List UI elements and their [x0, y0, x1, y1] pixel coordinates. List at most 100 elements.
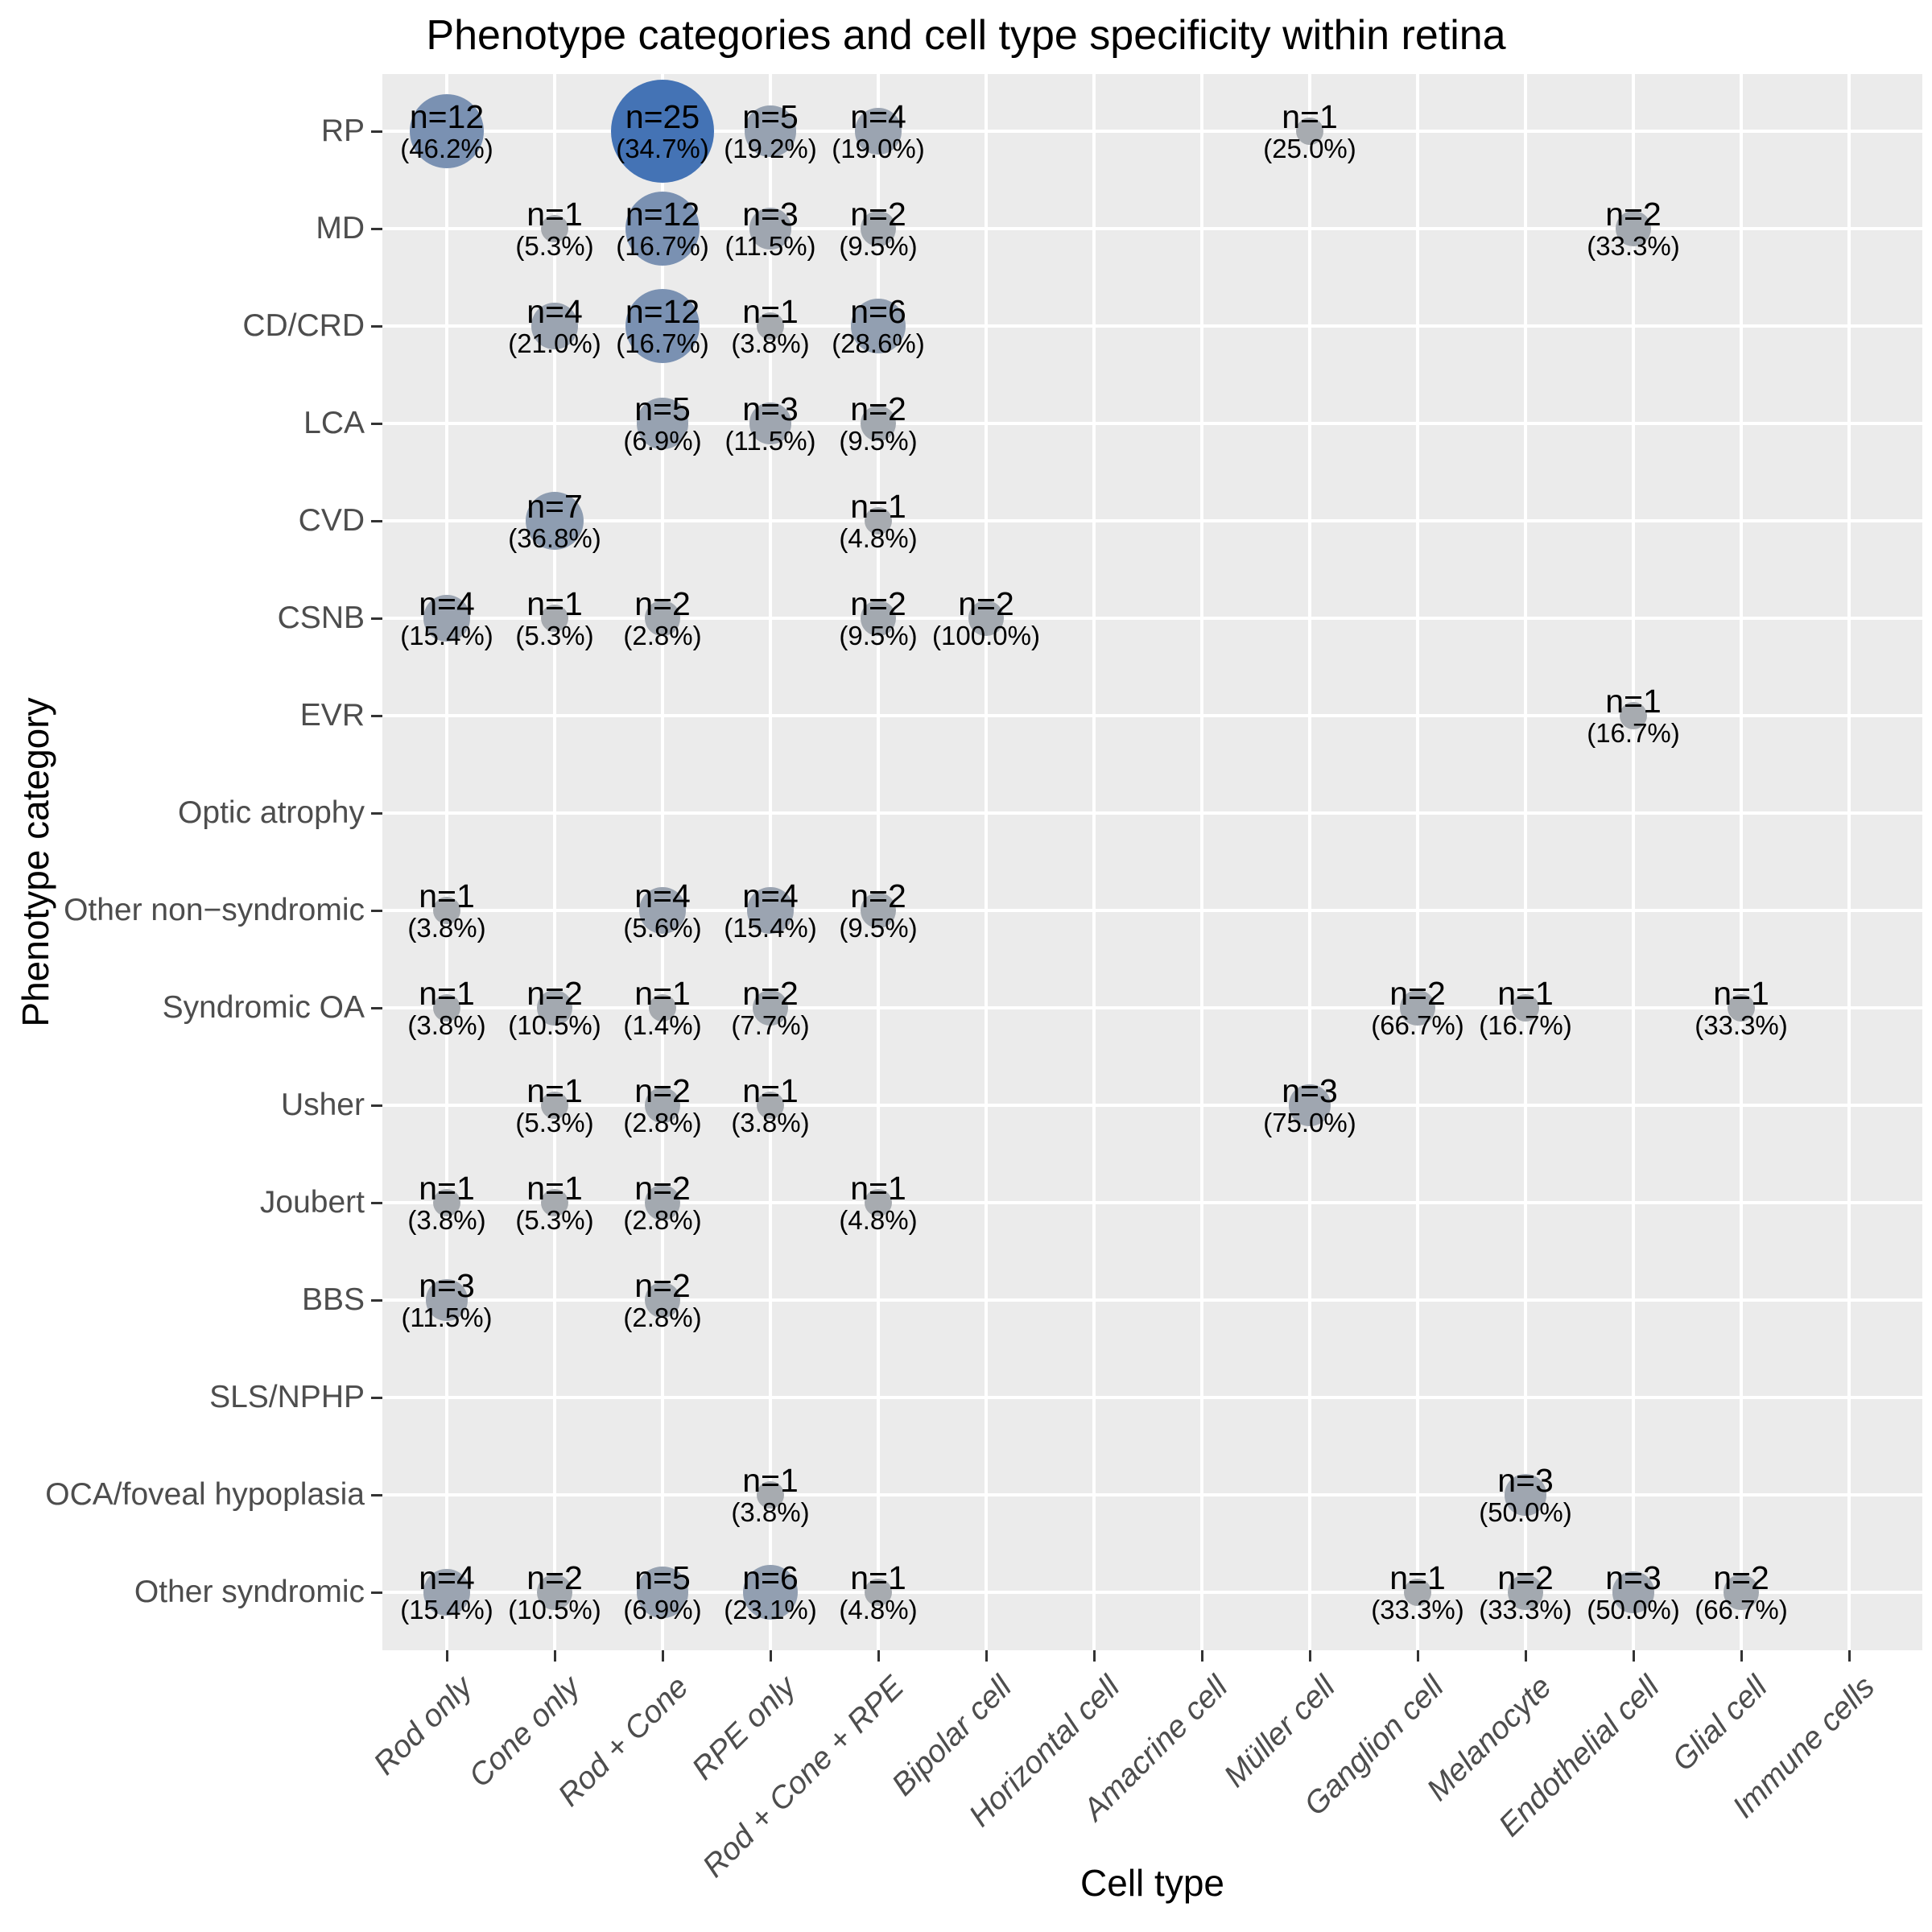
point-count-label: n=4	[526, 293, 583, 330]
data-point-label: n=7 (36.8%)	[508, 489, 601, 553]
point-percent-label: (4.8%)	[839, 523, 918, 553]
y-tick-label: SLS/NPHP	[209, 1380, 365, 1414]
point-count-label: n=5	[742, 98, 799, 135]
point-count-label: n=12	[625, 196, 700, 233]
point-count-label: n=2	[850, 585, 906, 622]
data-point-label: n=4 (19.0%)	[832, 99, 925, 163]
point-count-label: n=1	[742, 1462, 799, 1499]
x-tick-mark	[1200, 1650, 1203, 1662]
data-point-bubble	[742, 1564, 799, 1620]
y-tick-mark	[371, 617, 382, 620]
data-point-bubble	[1616, 211, 1651, 246]
gridline-horizontal	[382, 1396, 1922, 1399]
data-point-bubble	[1724, 1575, 1759, 1610]
data-point-bubble	[645, 601, 680, 636]
data-point-label: n=1 (3.8%)	[731, 1463, 809, 1527]
data-point-bubble	[639, 887, 686, 934]
gridline-horizontal	[382, 811, 1922, 815]
data-point-bubble	[861, 211, 896, 246]
y-tick-label: CD/CRD	[242, 308, 365, 343]
point-percent-label: (10.5%)	[508, 1010, 601, 1040]
gridline-vertical	[1632, 74, 1635, 1650]
x-tick-mark	[1524, 1650, 1527, 1662]
gridline-vertical	[985, 74, 988, 1650]
data-point-bubble	[410, 94, 484, 168]
gridline-horizontal	[382, 1298, 1922, 1302]
point-percent-label: (34.7%)	[616, 134, 709, 163]
data-point-label: n=3 (11.5%)	[724, 196, 815, 261]
data-point-label: n=1 (4.8%)	[839, 1560, 917, 1624]
data-point-bubble	[423, 595, 470, 642]
point-percent-label: (15.4%)	[724, 913, 817, 943]
x-tick-mark	[769, 1650, 772, 1662]
data-point-bubble	[611, 80, 714, 183]
y-tick-mark	[371, 519, 382, 522]
data-point-label: n=2 (33.3%)	[1479, 1560, 1572, 1624]
gridline-vertical	[1740, 74, 1743, 1650]
data-point-bubble	[625, 192, 700, 266]
data-point-bubble	[865, 1579, 892, 1606]
data-point-bubble	[537, 990, 572, 1026]
point-count-label: n=6	[850, 293, 906, 330]
data-point-bubble	[1400, 990, 1435, 1026]
y-tick-label: LCA	[303, 406, 365, 440]
data-point-label: n=3 (11.5%)	[724, 391, 815, 456]
data-point-bubble	[749, 208, 791, 250]
point-count-label: n=1	[526, 1072, 583, 1109]
data-point-bubble	[541, 605, 568, 632]
point-count-label: n=1	[634, 975, 691, 1012]
data-point-label: n=1 (3.8%)	[407, 878, 485, 943]
data-point-label: n=3 (50.0%)	[1587, 1560, 1680, 1624]
point-percent-label: (50.0%)	[1479, 1497, 1572, 1527]
point-percent-label: (100.0%)	[932, 621, 1040, 650]
data-point-bubble	[433, 1189, 460, 1216]
point-percent-label: (33.3%)	[1479, 1595, 1572, 1624]
data-point-bubble	[1508, 1575, 1543, 1610]
x-tick-mark	[661, 1650, 664, 1662]
point-count-label: n=2	[634, 1267, 691, 1304]
data-point-bubble	[749, 402, 791, 444]
point-percent-label: (11.5%)	[724, 231, 816, 261]
point-percent-label: (2.8%)	[623, 621, 702, 650]
data-point-bubble	[645, 1088, 680, 1123]
point-percent-label: (1.4%)	[623, 1010, 702, 1040]
point-count-label: n=3	[1605, 1559, 1662, 1596]
point-count-label: n=1	[850, 1170, 906, 1207]
y-tick-label: CSNB	[277, 601, 365, 635]
point-count-label: n=3	[1282, 1072, 1338, 1109]
point-count-label: n=1	[1713, 975, 1769, 1012]
y-tick-label: CVD	[298, 503, 365, 538]
point-count-label: n=1	[742, 293, 799, 330]
point-percent-label: (9.5%)	[839, 913, 918, 943]
point-count-label: n=2	[634, 1072, 691, 1109]
data-point-bubble	[861, 406, 896, 441]
point-count-label: n=25	[625, 98, 700, 135]
gridline-vertical	[769, 74, 772, 1650]
data-point-label: n=2 (9.5%)	[839, 878, 917, 943]
point-percent-label: (16.7%)	[1479, 1010, 1572, 1040]
data-point-label: n=6 (28.6%)	[832, 294, 925, 358]
y-tick-mark	[371, 130, 382, 133]
x-axis-title: Cell type	[1080, 1862, 1224, 1904]
data-point-label: n=25 (34.7%)	[616, 99, 709, 163]
gridline-horizontal	[382, 909, 1922, 912]
y-tick-label: MD	[316, 211, 365, 246]
gridline-vertical	[553, 74, 556, 1650]
x-tick-mark	[1847, 1650, 1851, 1662]
y-tick-label: Usher	[280, 1088, 365, 1122]
y-tick-mark	[371, 1201, 382, 1204]
data-point-label: n=2 (33.3%)	[1587, 196, 1680, 261]
point-count-label: n=2	[958, 585, 1014, 622]
point-percent-label: (19.2%)	[724, 134, 817, 163]
data-point-label: n=4 (15.4%)	[724, 878, 817, 943]
gridline-horizontal	[382, 1201, 1922, 1204]
data-point-bubble	[850, 298, 906, 354]
data-point-label: n=2 (2.8%)	[623, 1268, 701, 1332]
x-tick-mark	[877, 1650, 880, 1662]
data-point-label: n=1 (5.3%)	[515, 586, 593, 650]
y-tick-mark	[371, 1298, 382, 1302]
data-point-label: n=4 (15.4%)	[400, 1560, 493, 1624]
y-tick-mark	[371, 1396, 382, 1399]
data-point-bubble	[1289, 1084, 1331, 1126]
